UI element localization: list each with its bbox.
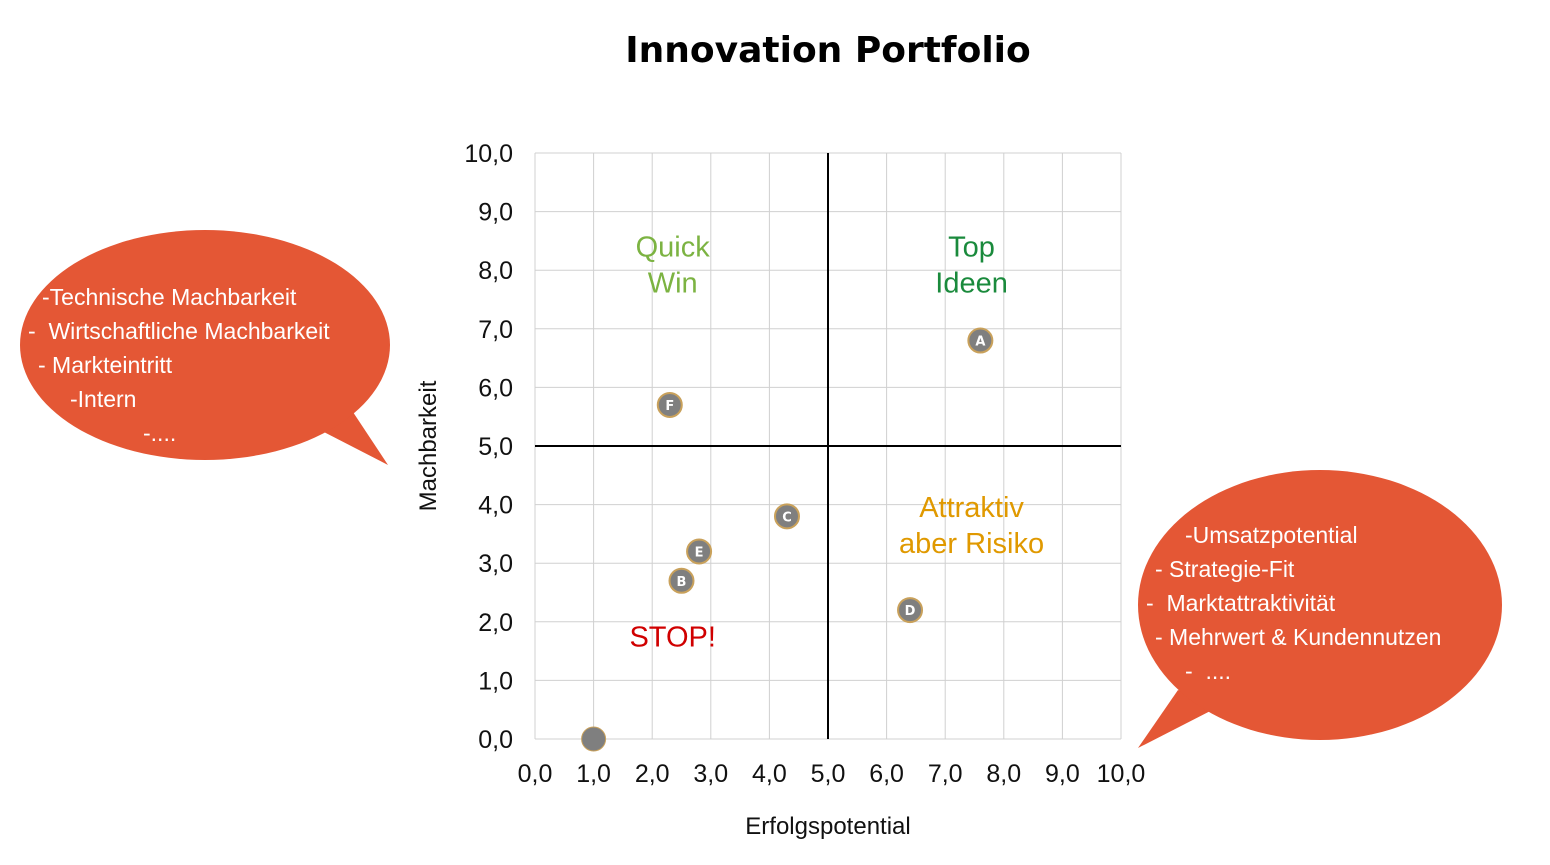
data-point [897,597,924,624]
right-callout-ellipse [1138,470,1502,740]
x-tick-label: 5,0 [811,760,846,788]
data-point-label: C [782,510,792,525]
data-point [967,327,994,354]
left-callout-ellipse [20,230,390,460]
quadrant-label: STOP! [629,621,716,653]
y-tick-label: 3,0 [478,550,513,578]
y-tick-label: 7,0 [478,316,513,344]
data-point [668,567,695,594]
quadrant-label: Win [648,267,698,299]
plot-area: 0,0 1,0 2,0 3,0 4,0 5,0 6,0 7,0 8,0 9,0 10,0 0,0 1,0… [464,140,1145,788]
quadrant-label: aber Risiko [899,528,1044,560]
x-tick-label: 8,0 [986,760,1021,788]
y-axis-title: Machbarkeit [415,380,442,511]
y-tick-label: 6,0 [478,374,513,402]
x-tick-label: 7,0 [928,760,963,788]
x-tick-label: 0,0 [518,760,553,788]
x-tick-label: 4,0 [752,760,787,788]
y-tick-label: 9,0 [478,199,513,227]
y-tick-label: 5,0 [478,433,513,461]
x-tick-label: 10,0 [1097,760,1146,788]
x-tick-label: 1,0 [576,760,611,788]
data-point-label: B [677,575,687,590]
y-tick-label: 8,0 [478,257,513,285]
data-point-label: A [975,335,985,350]
x-tick-label: 6,0 [869,760,904,788]
x-tick-label: 3,0 [693,760,728,788]
left-callout-line: -Technische Machbarkeit [42,284,297,310]
y-tick-label: 0,0 [478,726,513,754]
quadrant-label: Attraktiv [919,492,1024,524]
x-tick-label: 2,0 [635,760,670,788]
data-point [773,503,800,530]
data-point-label: D [905,604,916,619]
data-point [581,726,607,752]
y-tick-label: 2,0 [478,609,513,637]
x-tick-label: 9,0 [1045,760,1080,788]
left-callout-line: -Intern [70,386,136,412]
y-tick-label: 1,0 [478,667,513,695]
data-point-label: E [695,545,704,560]
left-callout-line: -.... [143,420,176,446]
right-callout-line: - Marktattraktivität [1146,590,1336,616]
x-axis-title: Erfolgspotential [745,813,910,840]
left-callout-line: - Wirtschaftliche Machbarkeit [28,318,330,344]
right-callout-line: - Strategie-Fit [1155,556,1295,582]
data-point-label: F [665,399,674,414]
y-tick-label: 10,0 [464,140,513,168]
right-callout-line: - .... [1185,658,1231,684]
data-point [686,538,713,565]
quadrant-label: Top [948,231,995,263]
quadrant-label: Quick [636,231,711,263]
y-tick-label: 4,0 [478,492,513,520]
left-callout-line: - Markteintritt [38,352,173,378]
right-callout-line: -Umsatzpotential [1185,522,1358,548]
quadrant-label: Ideen [935,267,1008,299]
data-point [656,391,683,418]
right-callout-line: - Mehrwert & Kundennutzen [1155,624,1441,650]
right-callout-bubble: -Umsatzpotential - Strategie-Fit - Markt… [1138,470,1502,748]
left-callout-bubble: -Technische Machbarkeit - Wirtschaftlich… [20,230,390,465]
chart-title: Innovation Portfolio [625,30,1030,71]
